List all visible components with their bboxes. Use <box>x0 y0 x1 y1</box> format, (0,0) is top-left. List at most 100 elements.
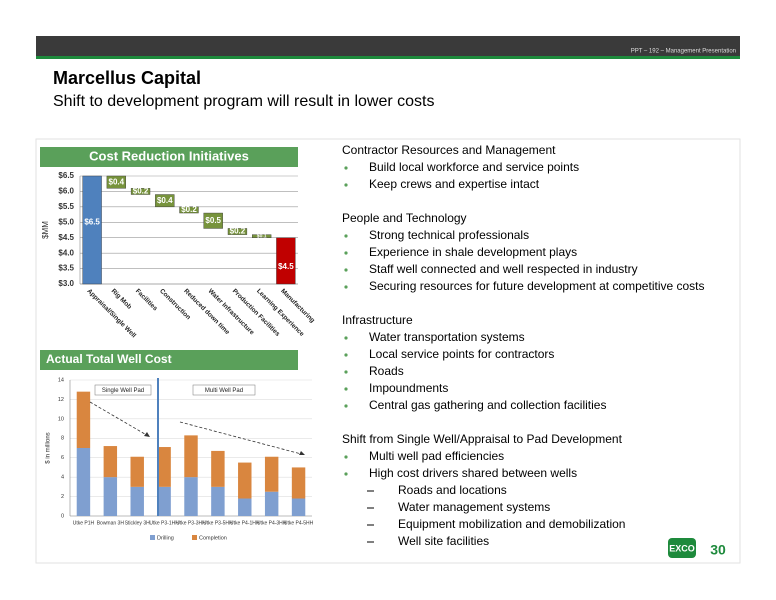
x-tick-label: Utke P3-1HH <box>149 520 179 526</box>
bullet <box>344 455 348 459</box>
bar-segment <box>184 435 198 478</box>
bullet-text: Central gas gathering and collection fac… <box>369 398 606 412</box>
bullet <box>344 166 348 170</box>
bullet-text: Staff well connected and well respected … <box>369 262 638 276</box>
x-tick-label: Utke P4-1HH <box>230 520 260 526</box>
bar-segment <box>238 498 252 516</box>
bar-segment <box>184 477 198 516</box>
sub-bullet-text: Water management systems <box>398 500 550 514</box>
y-tick-label: $6.0 <box>58 187 74 196</box>
sub-bullet-text: Equipment mobilization and demobilizatio… <box>398 517 625 531</box>
section-heading: Contractor Resources and Management <box>342 143 556 157</box>
value-label: $0.1 <box>257 233 267 239</box>
sub-bullet-text: Roads and locations <box>398 483 507 497</box>
trend-arrow <box>179 421 306 456</box>
x-tick-label: Utke P4-5HH <box>284 520 314 526</box>
y-tick-label: 0 <box>61 513 64 519</box>
bar <box>252 234 272 238</box>
content-frame <box>35 138 741 564</box>
bar-segment <box>103 477 118 516</box>
legend-swatch <box>192 535 197 540</box>
annotation: Multi Well Pad <box>205 388 243 394</box>
legend-label: Drilling <box>157 535 174 541</box>
bar <box>106 175 126 189</box>
value-label: $0.2 <box>133 187 149 196</box>
slide-subtitle: Shift to development program will result… <box>53 93 435 110</box>
y-axis-label: $MM <box>41 221 50 239</box>
y-tick-label: $6.5 <box>58 171 74 180</box>
value-label: $0.2 <box>181 205 197 214</box>
bar-segment <box>130 456 144 487</box>
annotation: Single Well Pad <box>102 388 144 394</box>
panel-title: Cost Reduction Initiatives <box>89 148 249 163</box>
value-label: $0.2 <box>230 227 246 236</box>
bullet <box>344 404 348 408</box>
y-tick-label: $3.5 <box>58 264 74 273</box>
panel-header <box>40 350 298 370</box>
bar-segment <box>291 498 306 516</box>
chart-panel <box>40 167 310 345</box>
bullet-text: Water transportation systems <box>369 330 525 344</box>
bar <box>155 194 175 208</box>
bullet-text: High cost drivers shared between wells <box>369 466 577 480</box>
legend-label: Completion <box>199 535 227 541</box>
bullet <box>344 370 348 374</box>
section-heading: Infrastructure <box>342 313 413 327</box>
bar-segment <box>157 486 171 516</box>
bullet <box>344 472 348 476</box>
bullet-text: Local service points for contractors <box>369 347 554 361</box>
logo-badge <box>668 538 696 558</box>
arrow-head <box>299 451 305 455</box>
bullet-text: Roads <box>369 364 404 378</box>
bar-segment <box>211 450 225 487</box>
y-tick-label: 2 <box>61 494 64 500</box>
bar-segment <box>76 448 91 516</box>
top-bar <box>36 36 740 56</box>
bar <box>130 188 151 195</box>
y-tick-label: 4 <box>61 475 64 481</box>
bar-segment <box>103 446 118 478</box>
logo: EXCO <box>669 543 695 553</box>
bar-segment <box>264 491 279 516</box>
bar <box>227 228 248 235</box>
bar-segment <box>291 467 306 499</box>
bullet <box>344 353 348 357</box>
bullet-text: Impoundments <box>369 381 448 395</box>
y-tick-label: $4.0 <box>58 248 74 257</box>
bullet <box>344 234 348 238</box>
panel-title: Actual Total Well Cost <box>46 352 172 366</box>
x-tick-label: Utke P1H <box>73 520 95 526</box>
bar <box>203 212 223 229</box>
bullet <box>344 387 348 391</box>
value-label: $0.4 <box>157 196 173 205</box>
bullet-text: Multi well pad efficiencies <box>369 449 504 463</box>
y-tick-label: 8 <box>61 436 64 442</box>
bullet-text: Strong technical professionals <box>369 228 529 242</box>
slide-title: Marcellus Capital <box>53 68 201 88</box>
reference: PPT – 192 – Management Presentation <box>631 49 736 55</box>
bar-segment <box>130 486 144 516</box>
bullet <box>344 285 348 289</box>
page-number: 30 <box>710 542 726 558</box>
y-tick-label: 14 <box>58 377 64 383</box>
bar <box>82 175 102 285</box>
value-label: $0.5 <box>205 216 221 225</box>
y-tick-label: 6 <box>61 455 64 461</box>
x-tick-label: Utke P3-5HH <box>203 520 233 526</box>
arrow-head <box>144 432 150 437</box>
section-heading: People and Technology <box>342 211 467 225</box>
bullet <box>344 251 348 255</box>
bar-segment <box>238 462 252 499</box>
panel-header <box>40 147 298 167</box>
legend-swatch <box>150 535 155 540</box>
bar-segment <box>76 391 91 448</box>
y-tick-label: $5.5 <box>58 202 74 211</box>
bar-segment <box>264 456 279 492</box>
y-tick-label: $5.0 <box>58 217 74 226</box>
bar <box>276 237 296 285</box>
bullet-text: Securing resources for future developmen… <box>369 279 705 293</box>
y-tick-label: $3.0 <box>58 279 74 288</box>
y-tick-label: 10 <box>58 416 64 422</box>
bar <box>179 206 199 214</box>
